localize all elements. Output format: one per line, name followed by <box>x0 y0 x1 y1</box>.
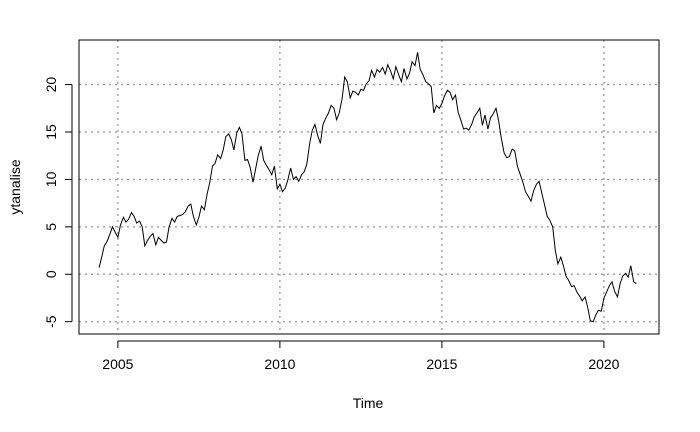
x-axis: 2005 2010 2015 2020 <box>102 340 620 372</box>
y-tick-label: 0 <box>43 270 59 278</box>
y-tick-label: 20 <box>43 77 59 93</box>
series-line <box>98 52 637 323</box>
plot-frame <box>78 39 660 335</box>
grid-lines <box>79 40 659 334</box>
y-axis-label: ytanalise <box>7 159 23 214</box>
y-tick-label: 15 <box>43 124 59 140</box>
x-tick-label: 2010 <box>264 356 295 372</box>
y-tick-label: 10 <box>43 171 59 187</box>
x-tick-label: 2015 <box>426 356 457 372</box>
x-axis-label: Time <box>353 395 384 411</box>
y-axis: -5 0 5 10 15 20 <box>43 77 73 328</box>
y-tick-label: -5 <box>43 315 59 328</box>
y-tick-label: 5 <box>43 223 59 231</box>
x-tick-label: 2005 <box>102 356 133 372</box>
x-tick-label: 2020 <box>588 356 619 372</box>
data-series <box>98 52 637 323</box>
